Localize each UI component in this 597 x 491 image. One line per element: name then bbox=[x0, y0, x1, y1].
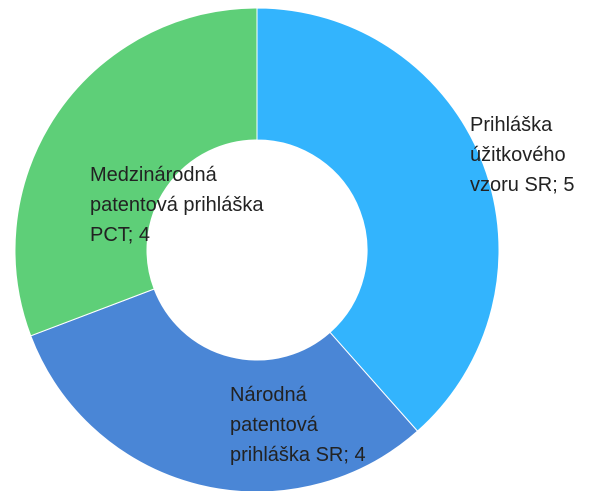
donut-segment bbox=[30, 288, 419, 491]
donut-segment bbox=[14, 7, 258, 337]
data-label: Medzinárodná patentová prihláška PCT; 4 bbox=[90, 164, 264, 246]
data-label: Národná patentová prihláška SR; 4 bbox=[230, 384, 366, 466]
data-label: Prihláška úžitkového vzoru SR; 5 bbox=[470, 114, 575, 196]
donut-segment bbox=[256, 7, 500, 432]
